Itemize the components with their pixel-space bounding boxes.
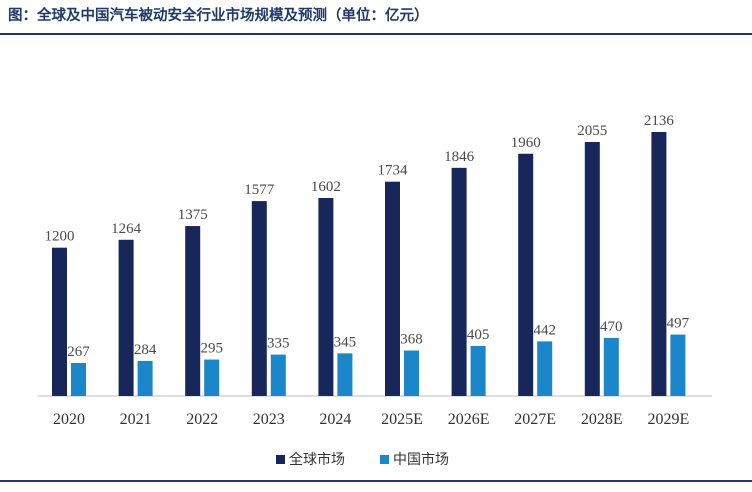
- global-bar-2026E: [451, 167, 467, 396]
- china-bar-2027E: [537, 341, 553, 396]
- x-tick-label-2023: 2023: [253, 411, 285, 428]
- global-bar-2028E: [584, 142, 600, 396]
- page-title: 图：全球及中国汽车被动安全行业市场规模及预测（单位：亿元）: [8, 8, 429, 24]
- china-bar-2024: [337, 353, 353, 396]
- legend: 全球市场 中国市场: [276, 451, 449, 468]
- global-bar-2022: [185, 226, 201, 396]
- bars-group: [52, 132, 686, 396]
- data-labels-group: 1200 267 1264 284 1375 295 1577 335 1602 345 1734 3…: [45, 113, 690, 360]
- global-bar-2020: [52, 247, 67, 396]
- china-value-label-2024: 345: [334, 334, 357, 350]
- global-value-label-2029E: 2136: [644, 113, 675, 129]
- x-tick-label-2024: 2024: [319, 411, 351, 428]
- global-value-label-2021: 1264: [111, 221, 142, 237]
- china-value-label-2028E: 470: [600, 319, 623, 335]
- bottom-rule: [0, 480, 752, 482]
- x-tick-label-2020: 2020: [53, 411, 85, 428]
- global-bar-2024: [318, 198, 334, 396]
- x-tick-label-2021: 2021: [120, 411, 152, 428]
- legend-swatch-global: [276, 455, 285, 464]
- china-value-label-2021: 284: [134, 342, 157, 358]
- global-value-label-2027E: 1960: [511, 135, 541, 151]
- china-bar-2026E: [470, 345, 486, 396]
- legend-label-china: 中国市场: [393, 451, 449, 468]
- x-tick-label-2022: 2022: [186, 411, 218, 428]
- china-value-label-2020: 267: [67, 344, 90, 360]
- china-bar-2020: [71, 363, 86, 396]
- x-tick-label-2025E: 2025E: [381, 411, 423, 428]
- x-tick-label-2029E: 2029E: [648, 411, 690, 428]
- top-rule: [0, 33, 752, 35]
- global-value-label-2020: 1200: [45, 229, 75, 245]
- china-value-label-2022: 295: [200, 341, 223, 357]
- china-bar-2029E: [670, 334, 686, 396]
- china-value-label-2029E: 497: [667, 316, 690, 332]
- global-value-label-2028E: 2055: [577, 123, 607, 139]
- china-bar-2021: [137, 360, 153, 396]
- global-bar-2025E: [385, 181, 400, 396]
- x-tick-label-2028E: 2028E: [581, 411, 623, 428]
- global-value-label-2024: 1602: [311, 179, 341, 195]
- china-bar-2022: [204, 359, 220, 396]
- china-value-label-2023: 335: [267, 336, 290, 352]
- legend-swatch-china: [380, 455, 389, 464]
- x-tick-label-2027E: 2027E: [514, 411, 556, 428]
- global-bar-2023: [251, 201, 267, 396]
- global-bar-2027E: [518, 153, 534, 396]
- china-value-label-2025E: 368: [400, 332, 423, 348]
- china-value-label-2027E: 442: [533, 322, 556, 338]
- global-bar-2021: [118, 239, 134, 396]
- global-value-label-2023: 1577: [244, 182, 275, 198]
- legend-label-global: 全球市场: [289, 451, 345, 468]
- china-bar-2023: [270, 354, 286, 396]
- china-value-label-2026E: 405: [467, 327, 490, 343]
- x-tick-labels-group: 2020 2021 2022 2023 2024 2025E 2026E 2027E 2028E…: [53, 411, 689, 428]
- global-bar-2029E: [651, 132, 667, 396]
- global-value-label-2025E: 1734: [378, 163, 409, 179]
- china-bar-2028E: [603, 337, 619, 396]
- x-tick-label-2026E: 2026E: [448, 411, 490, 428]
- global-value-label-2022: 1375: [178, 207, 208, 223]
- global-value-label-2026E: 1846: [444, 149, 475, 165]
- china-bar-2025E: [404, 350, 419, 396]
